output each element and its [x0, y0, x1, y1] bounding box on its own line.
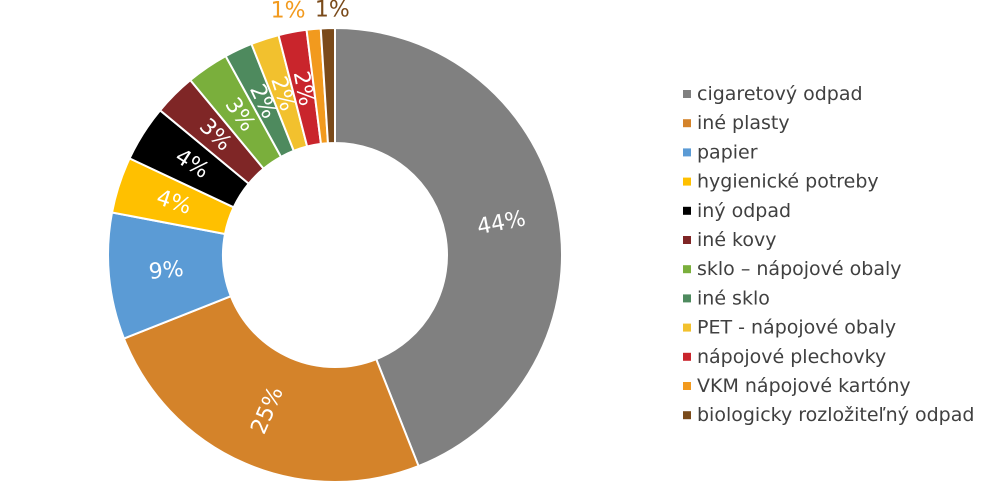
data-label-11: 1%	[271, 0, 306, 24]
legend-label-11: VKM nápojové kartóny	[697, 375, 911, 397]
legend-swatch-7	[683, 265, 691, 274]
legend-label-8: iné sklo	[697, 287, 770, 309]
legend-swatch-8	[683, 294, 691, 303]
legend-label-7: sklo – nápojové obaly	[697, 258, 901, 280]
legend-swatch-6	[683, 236, 691, 244]
legend-label-1: cigaretový odpad	[697, 83, 863, 105]
legend-swatch-5	[683, 206, 691, 215]
legend-swatch-4	[683, 177, 691, 186]
legend-swatch-11	[683, 382, 691, 390]
data-label-3: 9%	[148, 257, 185, 285]
legend-label-3: papier	[697, 141, 758, 163]
legend-label-9: PET - nápojové obaly	[697, 317, 896, 339]
legend-swatch-2	[683, 119, 691, 128]
legend-swatch-10	[683, 352, 691, 361]
legend-swatch-3	[683, 148, 691, 157]
legend-label-2: iné plasty	[697, 112, 790, 134]
data-label-12: 1%	[315, 0, 350, 23]
legend-label-10: nápojové plechovky	[697, 346, 886, 368]
legend-label-12: biologicky rozložiteľný odpad	[697, 404, 974, 426]
legend-swatch-1	[683, 90, 691, 98]
legend-swatch-9	[683, 323, 691, 332]
legend-swatch-12	[683, 411, 691, 420]
slice-12	[319, 26, 336, 145]
legend: cigaretový odpad iné plasty papier hygienic…	[683, 83, 974, 426]
legend-label-4: hygienické potreby	[697, 171, 879, 193]
data-labels: 44%25%9%4%4%3%3%2%2%2%1% 1%	[148, 0, 528, 438]
slice-1	[334, 26, 563, 468]
legend-label-5: iný odpad	[697, 200, 791, 222]
donut-slices	[107, 26, 563, 483]
slice-2	[122, 294, 420, 483]
legend-label-6: iné kovy	[697, 229, 777, 251]
